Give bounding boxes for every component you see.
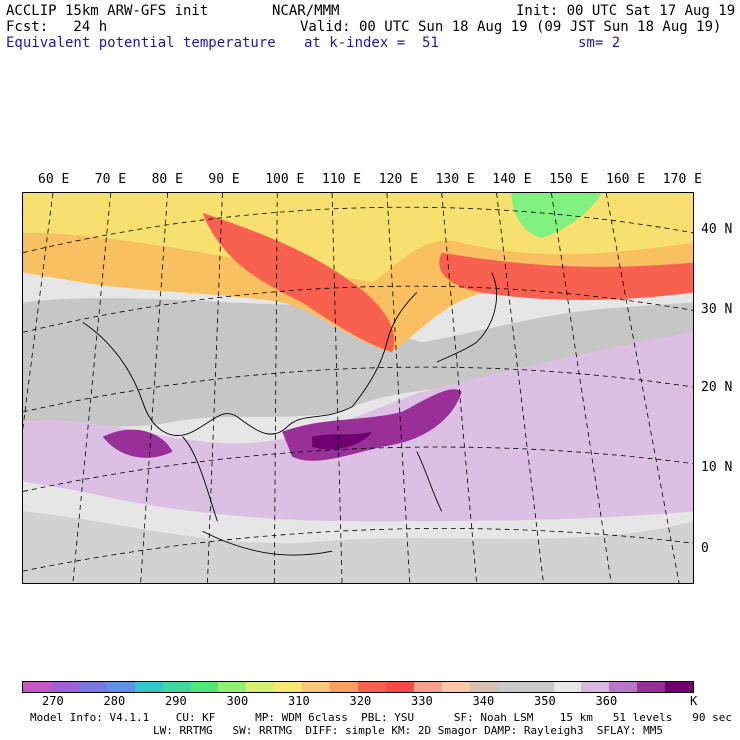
longitude-label: 80 E [151,172,183,187]
purple-bay-of-bengal [102,429,173,458]
colorbar-swatch [497,682,526,692]
colorbar-swatch [218,682,247,692]
longitude-line-70 [72,193,112,583]
colorbar-swatch [553,682,582,692]
colorbar-swatch [581,682,610,692]
colorbar [22,681,694,693]
colorbar-swatch [302,682,331,692]
longitude-line-80 [140,193,168,583]
level-index: at k-index = 51 [304,35,439,51]
red-band-china [202,212,395,353]
latitude-line-40 [23,206,693,254]
colorbar-swatch [609,682,638,692]
theta-e-map [22,192,694,584]
valid-time: Valid: 00 UTC Sun 18 Aug 19 (09 JST Sun … [300,19,722,35]
latitude-label: 10 N [701,460,733,475]
japan-coastline [436,272,498,363]
longitude-label: 90 E [208,172,240,187]
colorbar-tick-label: 320 [349,694,372,708]
longitude-line-120 [386,193,411,583]
colorbar-tick-label: 310 [288,694,310,708]
colorbar-tick-label: 280 [103,694,126,708]
latitude-label: 40 N [701,222,733,237]
coastlines [82,272,498,556]
latitude-label: 30 N [701,302,733,317]
colorbar-swatch [78,682,107,692]
longitude-line-160 [605,193,680,583]
longitude-line-150 [551,193,612,583]
colorbar-swatch [525,682,554,692]
southern-gray-region [23,511,693,583]
colorbar-swatch [441,682,470,692]
colorbar-swatch [50,682,79,692]
malay-coastline [182,436,218,522]
latitude-label: 20 N [701,380,733,395]
colorbar-swatch [190,682,219,692]
philippines-coastline [416,451,443,512]
longitude-label: 60 E [38,172,70,187]
asia-coastline [82,292,418,436]
colorbar-tick-label: 270 [42,694,64,708]
longitude-label: 100 E [265,172,305,187]
colorbar-swatch [23,682,51,692]
smoothing: sm= 2 [578,35,621,51]
field-name: Equivalent potential temperature [6,35,276,51]
dark-purple-core [312,431,372,450]
longitude-label: 160 E [606,172,646,187]
footer-model-info: Model Info: V4.1.1 CU: KF MP: WDM 6class… [30,711,732,724]
longitude-line-60 [23,193,54,431]
colorbar-swatch [274,682,303,692]
longitude-line-110 [331,193,343,583]
colorbar-tick-label: 330 [411,694,433,708]
colorbar-tick-label: 350 [534,694,556,708]
forecast-hour: Fcst: 24 h [6,19,108,35]
colorbar-swatch [385,682,414,692]
green-patch [511,193,602,238]
longitude-label: 170 E [662,172,702,187]
longitude-line-90 [207,193,223,583]
longitude-label: 70 E [94,172,127,187]
colorbar-swatch [358,682,386,692]
model-title: ACCLIP 15km ARW-GFS init [6,3,209,19]
latitude-line-30 [23,285,693,333]
init-time: Init: 00 UTC Sat 17 Aug 19 [516,3,736,19]
colorbar-swatch [134,682,163,692]
red-band-pacific [439,252,693,300]
colorbar-swatch [162,682,191,692]
longitude-line-100 [273,193,278,583]
longitude-label: 110 E [322,172,362,187]
latitude-line-20 [23,366,693,413]
longitude-label: 140 E [492,172,532,187]
colorbar-unit: K [690,694,698,708]
colorbar-swatch [330,682,359,692]
colorbar-tick-label: 300 [226,694,249,708]
colorbar-swatch [413,682,442,692]
institution: NCAR/MMM [272,3,340,19]
longitude-label: 120 E [378,172,418,187]
longitude-label: 130 E [435,172,475,187]
colorbar-swatch [469,682,498,692]
colorbar-tick-label: 290 [165,694,187,708]
latitude-label: 0 [701,541,709,556]
colorbar-swatch [665,682,694,692]
latitude-line-10 [23,446,693,492]
central-gray-region [23,298,693,432]
colorbar-swatch [246,682,275,692]
longitude-line-140 [496,193,544,583]
colorbar-tick-label: 340 [472,694,495,708]
indonesia-coastline [202,530,333,556]
footer-physics-info: LW: RRTMG SW: RRTMG DIFF: simple KM: 2D … [153,724,663,737]
latitude-line-0 [23,528,693,572]
colorbar-swatch [106,682,135,692]
graticule [23,193,693,583]
longitude-label: 150 E [549,172,589,187]
colorbar-tick-label: 360 [595,694,618,708]
colorbar-swatch [637,682,666,692]
longitude-line-130 [441,193,478,583]
